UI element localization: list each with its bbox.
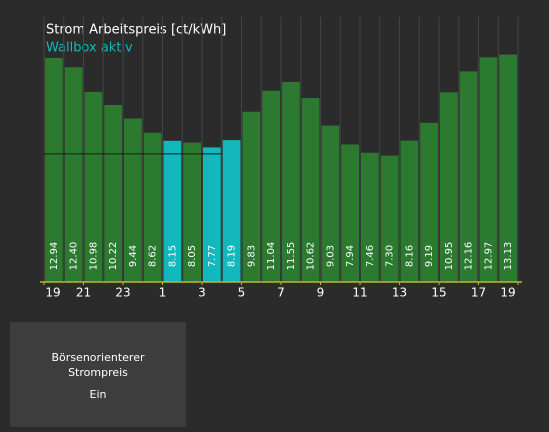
value-label: 8.05 — [187, 245, 198, 267]
x-tick-label: 9 — [317, 286, 325, 300]
chart-title: Strom Arbeitspreis [ct/kWh] — [46, 23, 226, 38]
tile-state: Ein — [89, 388, 107, 401]
value-label: 12.94 — [49, 242, 60, 271]
bar — [361, 152, 379, 282]
bar — [380, 155, 399, 282]
value-label: 12.16 — [464, 242, 475, 271]
bar — [45, 57, 63, 282]
value-label: 10.95 — [444, 242, 455, 271]
value-label: 8.15 — [167, 245, 178, 267]
bar — [420, 122, 438, 282]
x-tick-label: 19 — [45, 286, 60, 300]
value-label: 13.13 — [503, 242, 514, 271]
x-tick-label: 13 — [392, 286, 407, 300]
bar — [104, 104, 122, 282]
x-tick-label: 19 — [500, 286, 515, 300]
value-label: 10.22 — [108, 242, 119, 271]
value-label: 7.46 — [365, 245, 376, 267]
bar — [341, 144, 359, 282]
value-label: 8.16 — [404, 245, 415, 267]
bar — [64, 67, 83, 282]
bar — [183, 142, 201, 282]
bar — [440, 92, 458, 282]
x-tick-label: 7 — [277, 286, 285, 300]
value-label: 8.19 — [227, 245, 238, 267]
x-tick-label: 1 — [159, 286, 167, 300]
value-label: 9.19 — [424, 245, 435, 267]
bar — [143, 132, 162, 282]
bar — [459, 71, 478, 282]
x-tick-label: 3 — [198, 286, 206, 300]
bar — [321, 125, 340, 282]
bar — [282, 81, 300, 282]
value-label: 12.97 — [483, 242, 494, 271]
x-tick-label: 11 — [352, 286, 367, 300]
bar — [203, 147, 221, 282]
bar — [163, 140, 182, 282]
chart-subtitle: Wallbox aktiv — [46, 41, 133, 56]
x-tick-label: 23 — [115, 286, 130, 300]
x-tick-label: 17 — [471, 286, 486, 300]
value-label: 9.03 — [325, 245, 336, 267]
value-label: 10.62 — [306, 242, 317, 271]
value-label: 12.40 — [69, 242, 80, 271]
x-tick-label: 15 — [431, 286, 446, 300]
bar — [84, 91, 103, 282]
value-label: 7.30 — [385, 245, 396, 267]
bar — [479, 57, 498, 283]
value-label: 11.55 — [286, 242, 297, 271]
value-label: 7.94 — [345, 245, 356, 267]
bar — [301, 98, 320, 282]
tile[interactable]: Börsenorienterer Strompreis Ein — [10, 322, 186, 427]
chart: Strom Arbeitspreis [ct/kWh] Wallbox akti… — [40, 17, 522, 300]
value-label: 8.62 — [148, 245, 159, 267]
value-label: 9.44 — [128, 245, 139, 267]
value-label: 10.98 — [88, 242, 99, 271]
bar — [222, 140, 241, 282]
x-tick-label: 5 — [238, 286, 246, 300]
value-label: 7.77 — [207, 245, 218, 267]
bar — [262, 90, 280, 282]
value-label: 11.04 — [266, 242, 277, 271]
bar — [242, 111, 261, 283]
bar — [124, 118, 142, 282]
tile-title: Börsenorienterer Strompreis — [51, 351, 145, 379]
value-label: 9.83 — [246, 245, 257, 267]
bar — [499, 54, 517, 283]
bar — [400, 140, 419, 282]
x-tick-label: 21 — [76, 286, 91, 300]
